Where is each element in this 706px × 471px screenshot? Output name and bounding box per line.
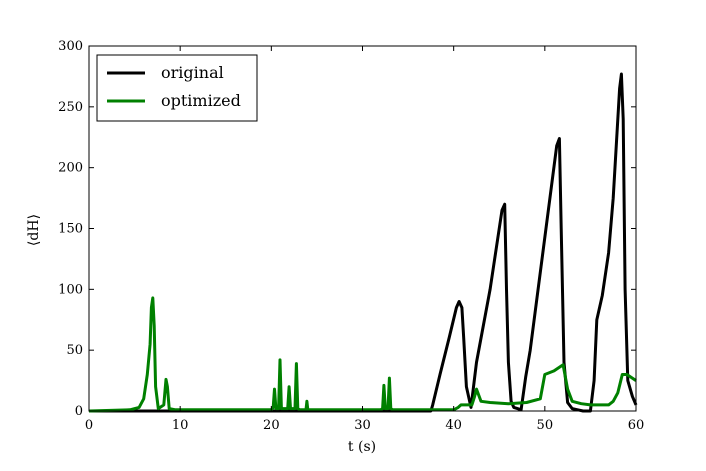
y-tick-label: 100 [58, 282, 83, 297]
series-line-optimized [88, 296, 637, 413]
legend-label-optimized: optimized [161, 91, 241, 110]
x-tick-label: 10 [172, 418, 189, 433]
y-tick-label: 300 [58, 39, 83, 54]
x-tick-label: 50 [537, 418, 554, 433]
x-tick-label: 30 [354, 418, 371, 433]
legend-box [96, 54, 258, 122]
y-axis: 0 50 100 150 200 250 300 [58, 39, 636, 419]
x-axis: 0 10 20 30 40 50 60 [85, 46, 644, 433]
legend: original optimized [96, 54, 258, 122]
x-axis-label: t (s) [348, 439, 376, 455]
y-tick-label: 0 [75, 404, 83, 419]
x-tick-label: 40 [445, 418, 462, 433]
x-tick-label: 60 [628, 418, 645, 433]
y-tick-label: 250 [58, 100, 83, 115]
y-tick-label: 200 [58, 161, 83, 176]
y-tick-label: 50 [66, 343, 83, 358]
x-tick-label: 20 [263, 418, 280, 433]
y-tick-label: 150 [58, 222, 83, 237]
legend-label-original: original [161, 63, 224, 82]
plot-lines [88, 72, 638, 413]
x-tick-label: 0 [85, 418, 93, 433]
y-axis-label: ⟨dH⟩ [26, 214, 42, 246]
series-line-original [89, 72, 638, 413]
